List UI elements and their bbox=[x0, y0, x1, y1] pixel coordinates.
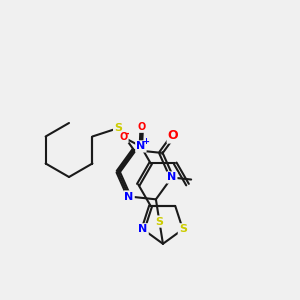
Text: S: S bbox=[114, 123, 122, 133]
Text: N: N bbox=[138, 224, 148, 234]
Text: -: - bbox=[125, 129, 130, 139]
Text: N: N bbox=[136, 141, 146, 152]
Text: N: N bbox=[167, 172, 176, 182]
Text: S: S bbox=[155, 217, 164, 226]
Text: +: + bbox=[142, 137, 149, 146]
Text: O: O bbox=[138, 122, 146, 132]
Text: N: N bbox=[124, 191, 134, 202]
Text: O: O bbox=[119, 132, 128, 142]
Text: S: S bbox=[179, 224, 187, 234]
Text: O: O bbox=[168, 129, 178, 142]
